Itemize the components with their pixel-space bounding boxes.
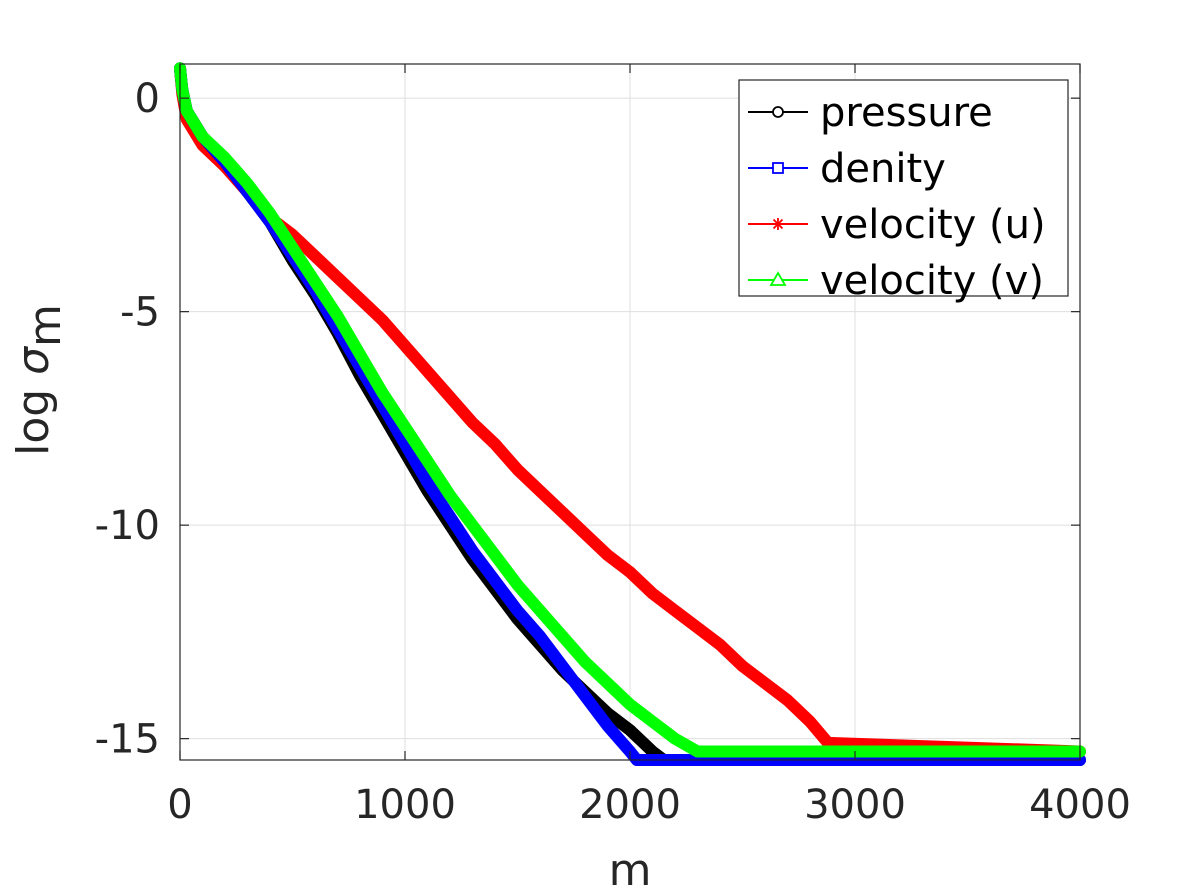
- x-axis-label: m: [609, 845, 652, 895]
- y-axis-label: log σm: [8, 304, 71, 456]
- y-tick-label-0: 0: [135, 76, 160, 122]
- series-layer: [174, 62, 1086, 766]
- y-tick-label-2: -10: [95, 503, 160, 549]
- legend-label-denity: denity: [820, 146, 946, 192]
- x-tick-label-1: 1000: [354, 782, 456, 828]
- ticks: 0 1000 2000 3000 4000 0 -5 -10 -15: [95, 64, 1131, 828]
- y-axis-label-subscript: m: [20, 304, 71, 347]
- legend-marker-velocity-v: [769, 271, 787, 286]
- y-axis-label-symbol: σ: [8, 346, 59, 375]
- y-tick-label-3: -15: [95, 717, 160, 763]
- legend-label-pressure: pressure: [820, 90, 993, 136]
- legend-marker-velocity-u: [772, 218, 784, 230]
- series-line-velocity-v: [174, 62, 1086, 758]
- legend-marker-pressure: [772, 106, 784, 118]
- x-tick-label-0: 0: [167, 782, 192, 828]
- x-tick-label-3: 3000: [804, 782, 906, 828]
- x-tick-label-2: 2000: [579, 782, 681, 828]
- x-tick-label-4: 4000: [1029, 782, 1131, 828]
- legend-label-velocity-v: velocity (v): [820, 258, 1044, 304]
- legend-label-velocity-u: velocity (u): [820, 202, 1046, 248]
- y-tick-label-1: -5: [120, 290, 160, 336]
- y-axis-label-prefix: log: [8, 375, 59, 456]
- legend-marker-denity: [772, 162, 784, 174]
- legend: pressure denity velocity (u) velocity (v): [738, 79, 1069, 304]
- legend-box: [738, 79, 1069, 297]
